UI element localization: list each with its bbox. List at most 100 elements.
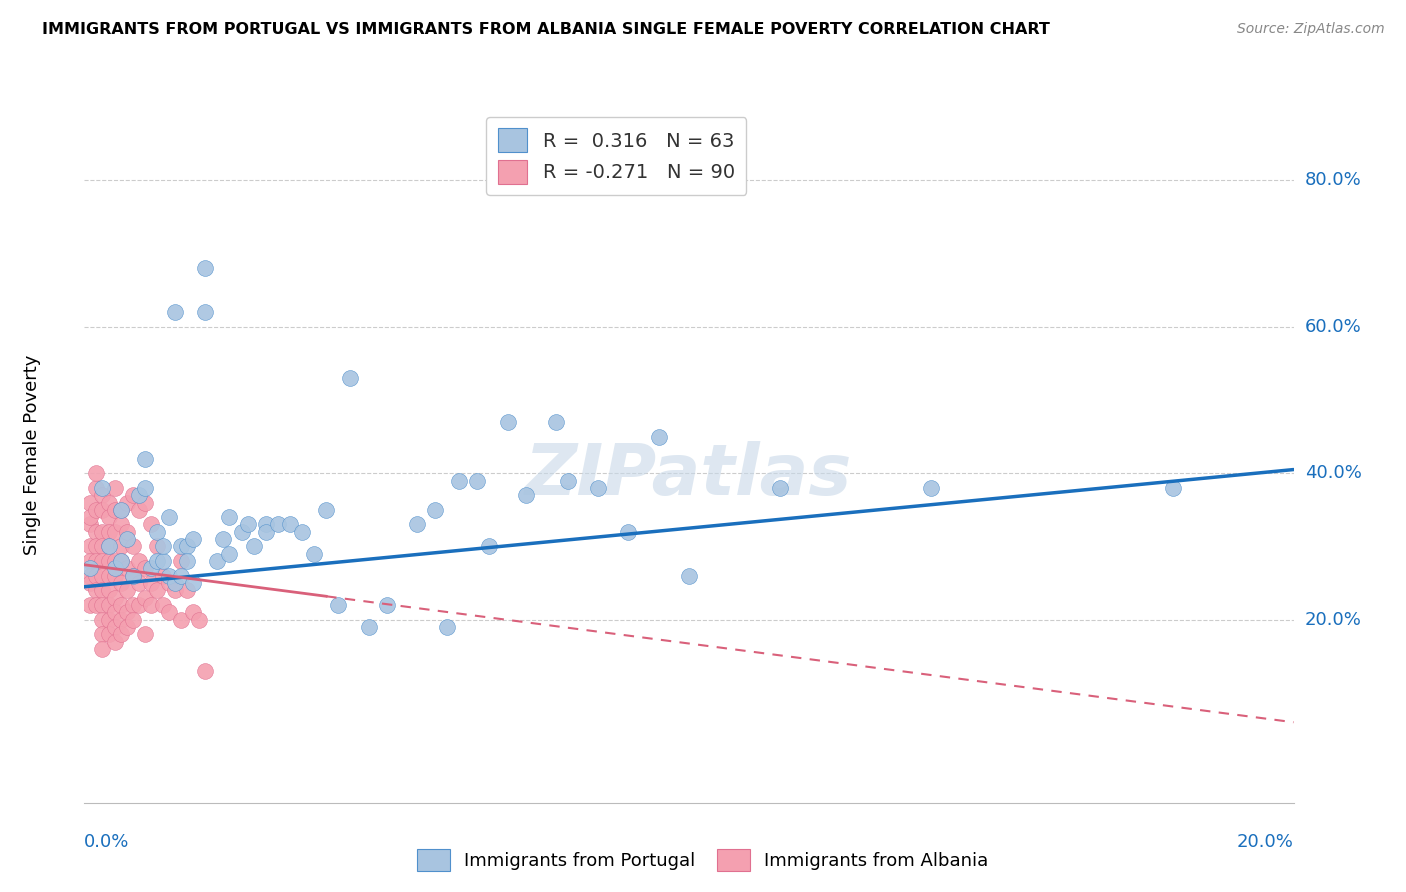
Point: [121, 568, 143, 582]
Legend: Immigrants from Portugal, Immigrants from Albania: Immigrants from Portugal, Immigrants fro…: [411, 842, 995, 879]
Point: [110, 503, 132, 517]
Point: [97, 540, 120, 554]
Point: [176, 583, 198, 598]
Point: [115, 606, 138, 620]
Point: [254, 524, 277, 539]
Point: [121, 613, 143, 627]
Point: [134, 561, 156, 575]
Point: [110, 517, 132, 532]
Point: [315, 503, 337, 517]
Point: [79, 598, 101, 612]
Point: [157, 606, 180, 620]
Point: [163, 305, 186, 319]
Point: [163, 583, 186, 598]
Point: [170, 554, 193, 568]
Point: [769, 481, 792, 495]
Point: [115, 583, 138, 598]
Point: [104, 620, 127, 634]
Point: [496, 415, 519, 429]
Point: [170, 568, 193, 582]
Point: [97, 627, 120, 641]
Point: [436, 620, 458, 634]
Point: [181, 532, 204, 546]
Point: [121, 598, 143, 612]
Text: 80.0%: 80.0%: [1305, 171, 1361, 189]
Point: [139, 561, 162, 575]
Point: [478, 540, 501, 554]
Point: [86, 554, 108, 568]
Point: [121, 488, 143, 502]
Point: [128, 503, 150, 517]
Point: [91, 613, 114, 627]
Point: [678, 568, 700, 582]
Point: [79, 576, 101, 591]
Point: [152, 540, 174, 554]
Point: [188, 613, 211, 627]
Point: [134, 481, 156, 495]
Point: [134, 495, 156, 509]
Point: [134, 627, 156, 641]
Point: [194, 305, 217, 319]
Point: [176, 554, 198, 568]
Point: [115, 532, 138, 546]
Point: [146, 583, 169, 598]
Point: [134, 591, 156, 605]
Point: [181, 576, 204, 591]
Point: [86, 481, 108, 495]
Point: [218, 510, 240, 524]
Point: [110, 540, 132, 554]
Point: [86, 583, 108, 598]
Point: [128, 598, 150, 612]
Point: [357, 620, 380, 634]
Point: [104, 634, 127, 648]
Point: [449, 474, 471, 488]
Point: [181, 606, 204, 620]
Point: [139, 517, 162, 532]
Point: [97, 510, 120, 524]
Point: [91, 488, 114, 502]
Point: [291, 524, 314, 539]
Point: [254, 517, 277, 532]
Point: [375, 598, 398, 612]
Text: Source: ZipAtlas.com: Source: ZipAtlas.com: [1237, 22, 1385, 37]
Point: [104, 524, 127, 539]
Point: [302, 547, 325, 561]
Text: 60.0%: 60.0%: [1305, 318, 1361, 335]
Point: [231, 524, 253, 539]
Point: [128, 488, 150, 502]
Point: [91, 642, 114, 657]
Point: [176, 540, 198, 554]
Point: [86, 568, 108, 582]
Point: [79, 540, 101, 554]
Legend: R =  0.316   N = 63, R = -0.271   N = 90: R = 0.316 N = 63, R = -0.271 N = 90: [486, 117, 747, 195]
Point: [194, 664, 217, 678]
Text: ZIPatlas: ZIPatlas: [526, 442, 852, 510]
Point: [139, 576, 162, 591]
Point: [97, 540, 120, 554]
Point: [104, 591, 127, 605]
Point: [139, 598, 162, 612]
Point: [97, 568, 120, 582]
Point: [212, 532, 235, 546]
Point: [91, 568, 114, 582]
Point: [467, 474, 489, 488]
Point: [128, 554, 150, 568]
Point: [91, 503, 114, 517]
Point: [110, 627, 132, 641]
Point: [91, 627, 114, 641]
Point: [121, 540, 143, 554]
Point: [218, 547, 240, 561]
Point: [588, 481, 610, 495]
Text: IMMIGRANTS FROM PORTUGAL VS IMMIGRANTS FROM ALBANIA SINGLE FEMALE POVERTY CORREL: IMMIGRANTS FROM PORTUGAL VS IMMIGRANTS F…: [42, 22, 1050, 37]
Text: 20.0%: 20.0%: [1237, 833, 1294, 851]
Point: [146, 540, 169, 554]
Point: [79, 568, 101, 582]
Point: [115, 620, 138, 634]
Point: [91, 540, 114, 554]
Point: [328, 598, 350, 612]
Point: [97, 524, 120, 539]
Point: [152, 568, 174, 582]
Text: Single Female Poverty: Single Female Poverty: [22, 355, 41, 555]
Point: [115, 524, 138, 539]
Text: 20.0%: 20.0%: [1305, 611, 1361, 629]
